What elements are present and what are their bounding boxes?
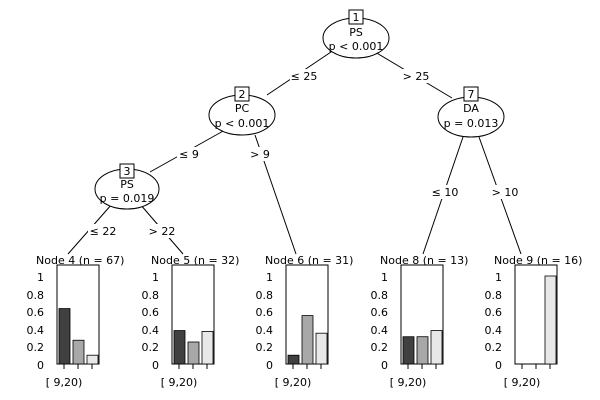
node-id-box bbox=[234, 86, 250, 102]
bar-group bbox=[58, 308, 99, 365]
node-pvalue: p = 0.013 bbox=[444, 117, 499, 130]
y-tick-label: 0.6 bbox=[256, 306, 274, 319]
inner-node-1: 1 PS p < 0.001 bbox=[322, 9, 390, 59]
y-tick-label: 1 bbox=[37, 271, 44, 284]
edge-label: ≤ 10 bbox=[432, 186, 459, 199]
terminal-title: Node 5 (n = 32) bbox=[151, 254, 239, 267]
y-tick-label: 0.2 bbox=[27, 341, 45, 354]
y-tick-label: 0.4 bbox=[371, 324, 389, 337]
edge-label: > 22 bbox=[149, 225, 176, 238]
y-tick-label: 0.8 bbox=[256, 289, 274, 302]
node-variable: PC bbox=[235, 102, 250, 115]
inner-node-3: 3 PS p = 0.019 bbox=[94, 163, 160, 210]
y-tick-label: 0.8 bbox=[371, 289, 389, 302]
edge-label: > 25 bbox=[403, 70, 430, 83]
y-tick-label: 0.4 bbox=[256, 324, 274, 337]
y-tick-label: 1 bbox=[381, 271, 388, 284]
terminal-node-5: Node 5 (n = 32) 1 0.8 0.6 0.4 0.2 0 [ 9,… bbox=[142, 254, 240, 389]
y-axis: 1 0.8 0.6 0.4 0.2 0 bbox=[371, 271, 389, 372]
node-id-box bbox=[463, 86, 479, 102]
bar-category-3 bbox=[201, 331, 214, 365]
y-axis: 1 0.8 0.6 0.4 0.2 0 bbox=[142, 271, 160, 372]
inner-node-7: 7 DA p = 0.013 bbox=[437, 86, 505, 138]
bar-category-1 bbox=[58, 308, 71, 365]
x-category-label: [ 9,20) bbox=[275, 376, 312, 389]
bar-category-1 bbox=[287, 354, 300, 365]
node-id: 3 bbox=[124, 165, 131, 178]
y-axis: 1 0.8 0.6 0.4 0.2 0 bbox=[27, 271, 45, 372]
terminal-node-4: Node 4 (n = 67) 1 0.8 0.6 0.4 0.2 0 [ 9,… bbox=[27, 254, 125, 389]
node-pvalue: p < 0.001 bbox=[215, 117, 270, 130]
x-category-label: [ 9,20) bbox=[161, 376, 198, 389]
node-id-box bbox=[348, 9, 364, 25]
edge-label: ≤ 22 bbox=[90, 225, 117, 238]
y-axis: 1 0.8 0.6 0.4 0.2 0 bbox=[256, 271, 274, 372]
bar-category-3 bbox=[544, 275, 557, 365]
terminal-title: Node 9 (n = 16) bbox=[494, 254, 582, 267]
y-tick-label: 0.2 bbox=[256, 341, 274, 354]
y-tick-label: 0.6 bbox=[27, 306, 45, 319]
y-tick-label: 0.8 bbox=[27, 289, 45, 302]
y-tick-label: 0 bbox=[152, 359, 159, 372]
terminal-node-9: Node 9 (n = 16) 1 0.8 0.6 0.4 0.2 0 [ 9,… bbox=[485, 254, 583, 389]
y-tick-label: 0 bbox=[37, 359, 44, 372]
node-id: 2 bbox=[239, 88, 246, 101]
terminal-title: Node 6 (n = 31) bbox=[265, 254, 353, 267]
bar-category-3 bbox=[430, 330, 443, 365]
y-tick-label: 0.6 bbox=[485, 306, 503, 319]
inner-node-2: 2 PC p < 0.001 bbox=[208, 86, 276, 136]
bar-category-2 bbox=[72, 339, 85, 365]
edge-label: ≤ 9 bbox=[179, 148, 199, 161]
terminal-title: Node 8 (n = 13) bbox=[380, 254, 468, 267]
bar-category-3 bbox=[315, 332, 328, 365]
node-variable: PS bbox=[120, 178, 134, 191]
y-tick-label: 0.8 bbox=[142, 289, 160, 302]
x-category-label: [ 9,20) bbox=[46, 376, 83, 389]
edge-labels: ≤ 25 > 25 ≤ 9 > 9 ≤ 10 > 10 ≤ 22 > 22 bbox=[88, 69, 520, 238]
node-id-box bbox=[119, 163, 135, 179]
bar-category-2 bbox=[416, 336, 429, 365]
bar-category-1 bbox=[173, 330, 186, 365]
y-tick-label: 0 bbox=[495, 359, 502, 372]
y-tick-label: 0.6 bbox=[142, 306, 160, 319]
x-category-label: [ 9,20) bbox=[504, 376, 541, 389]
bar-category-1 bbox=[402, 336, 415, 365]
bar-group bbox=[173, 330, 214, 365]
y-tick-label: 0.2 bbox=[371, 341, 389, 354]
y-tick-label: 0.6 bbox=[371, 306, 389, 319]
bar-group bbox=[287, 315, 328, 365]
node-pvalue: p = 0.019 bbox=[100, 192, 155, 205]
edge-label: > 10 bbox=[492, 186, 519, 199]
y-tick-label: 0 bbox=[381, 359, 388, 372]
node-variable: PS bbox=[349, 26, 363, 39]
y-tick-label: 0.2 bbox=[142, 341, 160, 354]
y-tick-label: 0.4 bbox=[142, 324, 160, 337]
node-id: 1 bbox=[353, 11, 360, 24]
y-tick-label: 0 bbox=[266, 359, 273, 372]
terminal-title: Node 4 (n = 67) bbox=[36, 254, 124, 267]
node-pvalue: p < 0.001 bbox=[329, 40, 384, 53]
bar-category-2 bbox=[187, 341, 200, 365]
y-axis: 1 0.8 0.6 0.4 0.2 0 bbox=[485, 271, 503, 372]
x-category-label: [ 9,20) bbox=[390, 376, 427, 389]
y-tick-label: 1 bbox=[495, 271, 502, 284]
edge-label: > 9 bbox=[250, 148, 270, 161]
bar-category-2 bbox=[301, 315, 314, 365]
y-tick-label: 0.8 bbox=[485, 289, 503, 302]
y-tick-label: 0.4 bbox=[485, 324, 503, 337]
node-id: 7 bbox=[468, 88, 475, 101]
terminal-node-6: Node 6 (n = 31) 1 0.8 0.6 0.4 0.2 0 [ 9,… bbox=[256, 254, 354, 389]
y-tick-label: 0.2 bbox=[485, 341, 503, 354]
y-tick-label: 0.4 bbox=[27, 324, 45, 337]
y-tick-label: 1 bbox=[152, 271, 159, 284]
bar-group bbox=[516, 275, 557, 365]
terminal-node-8: Node 8 (n = 13) 1 0.8 0.6 0.4 0.2 0 [ 9,… bbox=[371, 254, 469, 389]
y-tick-label: 1 bbox=[266, 271, 273, 284]
node-variable: DA bbox=[463, 102, 479, 115]
bar-group bbox=[402, 330, 443, 365]
bar-category-3 bbox=[86, 354, 99, 365]
edge-label: ≤ 25 bbox=[291, 70, 318, 83]
